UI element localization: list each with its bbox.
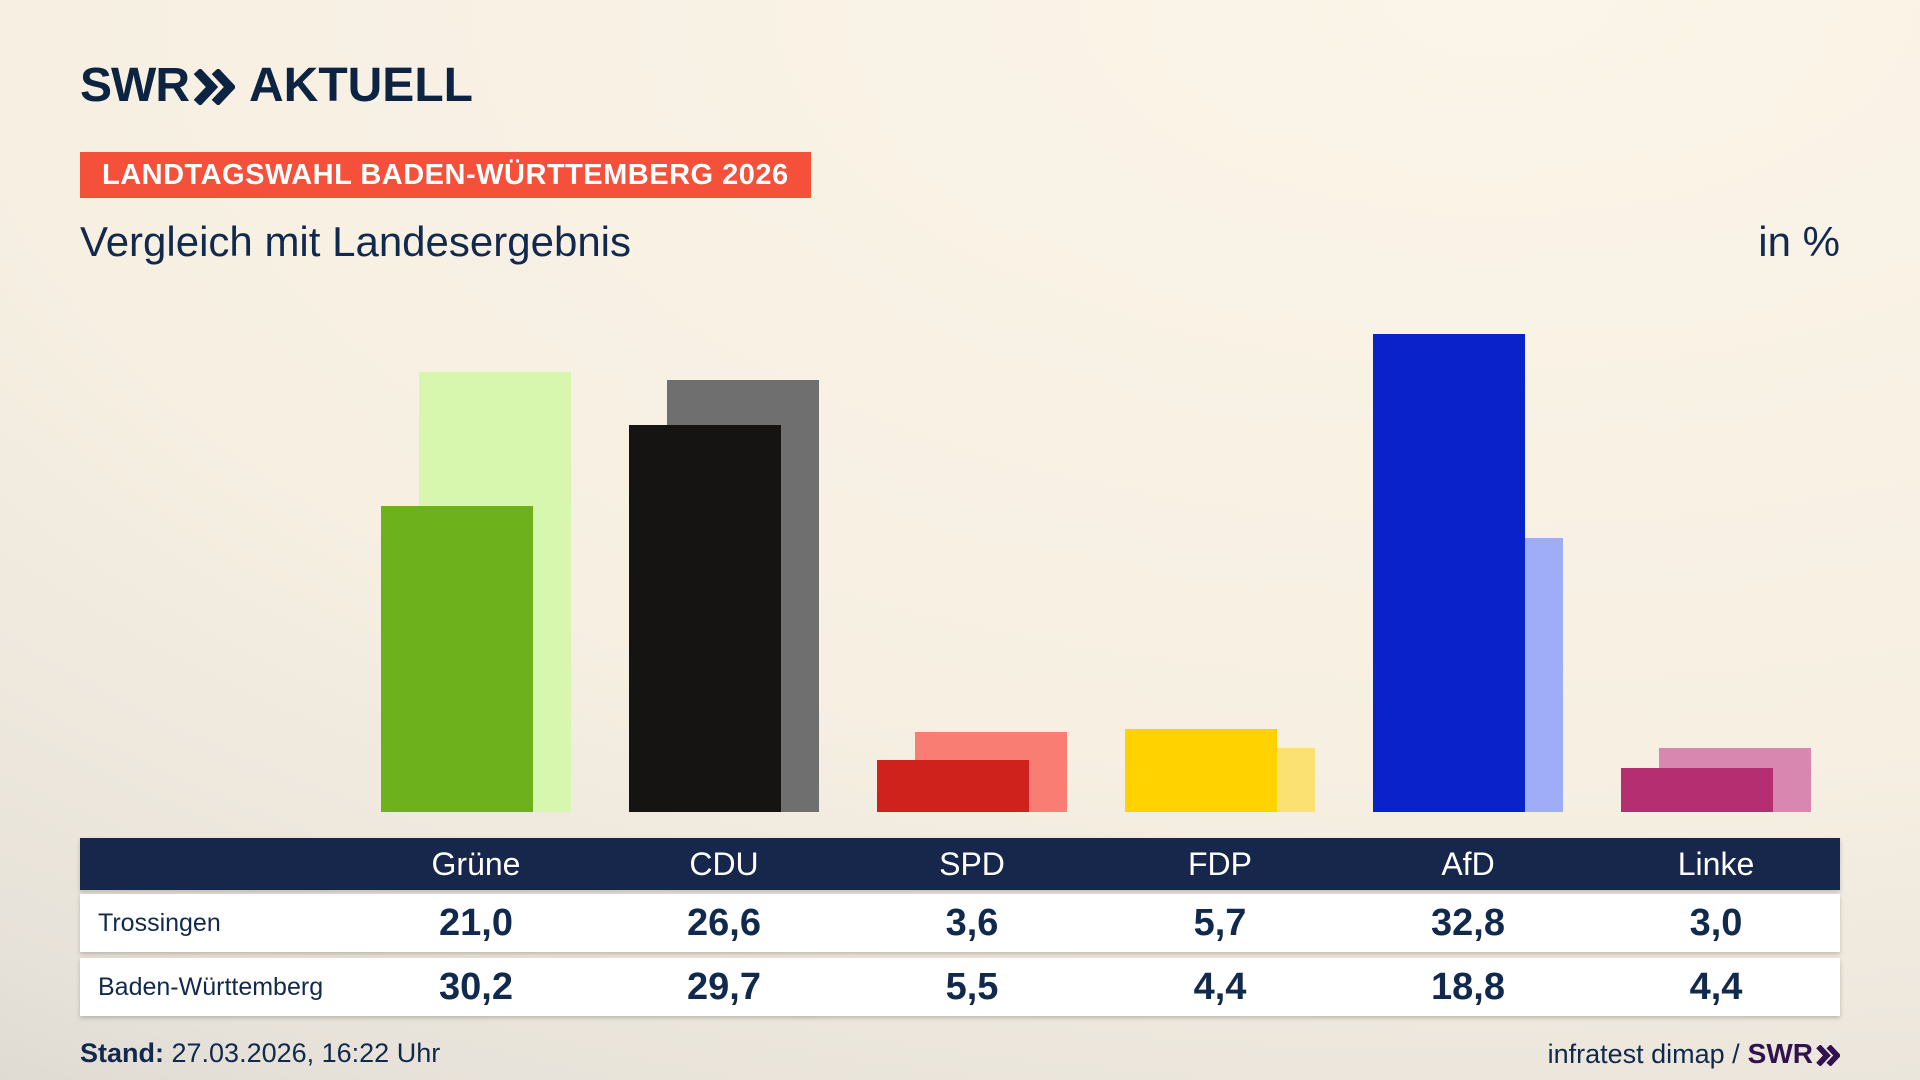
chart-group-fdp [1096,312,1344,812]
aktuell-logo-text: AKTUELL [248,59,473,112]
bar-trossingen-fdp [1125,729,1277,812]
stand-label: Stand: [80,1038,164,1068]
column-header-afd: AfD [1441,845,1495,882]
value-bw-spd: 5,5 [945,965,999,1008]
bar-group [1373,312,1563,812]
timestamp: Stand: 27.03.2026, 16:22 Uhr [80,1038,440,1069]
bar-trossingen-cdu [629,425,781,812]
column-header-linke: Linke [1677,845,1755,882]
chart-title: Vergleich mit Landesergebnis [80,218,632,265]
swr-footer-logo: SWR [1748,1038,1840,1070]
value-trossingen-gruene: 21,0 [439,901,513,944]
chart-left-spacer [80,312,352,812]
bar-trossingen-spd [877,760,1029,812]
table-row: Baden-Württemberg 30,2 29,7 5,5 4,4 18,8… [80,958,1840,1016]
chart-group-afd [1344,312,1592,812]
column-header-spd: SPD [939,845,1005,882]
column-header-cdu: CDU [689,845,759,882]
chart-group-gr-ne [352,312,600,812]
table-header-row: Grüne CDU SPD FDP AfD Linke [80,838,1840,890]
bar-group [1125,312,1315,812]
bar-trossingen-gr-ne [381,506,533,812]
source-credit: infratest dimap / SWR [1548,1038,1840,1070]
bar-group [629,312,819,812]
value-bw-cdu: 29,7 [687,965,761,1008]
value-trossingen-fdp: 5,7 [1193,901,1247,944]
column-header-fdp: FDP [1188,845,1252,882]
election-badge: LANDTAGSWAHL BADEN-WÜRTTEMBERG 2026 [80,152,811,198]
value-trossingen-spd: 3,6 [945,901,999,944]
swr-footer-logo-text: SWR [1747,1038,1813,1069]
swr-aktuell-logo: SWR AKTUELL [80,58,473,113]
double-chevron-icon [1816,1044,1840,1066]
swr-logo-text: SWR [80,59,190,112]
value-trossingen-afd: 32,8 [1431,901,1505,944]
column-header-gruene: Grüne [431,845,521,882]
bar-group [1621,312,1811,812]
row-label-trossingen: Trossingen [98,908,221,937]
bar-group [381,312,571,812]
value-bw-fdp: 4,4 [1193,965,1247,1008]
double-chevron-icon [193,68,235,105]
bar-trossingen-linke [1621,768,1773,812]
value-bw-gruene: 30,2 [439,965,513,1008]
unit-label: in % [1758,218,1840,265]
chart-group-cdu [600,312,848,812]
bar-trossingen-afd [1373,334,1525,812]
row-label-baden-wuerttemberg: Baden-Württemberg [98,972,324,1001]
chart-group-spd [848,312,1096,812]
chart-group-linke [1592,312,1840,812]
bar-chart [80,312,1840,812]
value-trossingen-linke: 3,0 [1689,901,1743,944]
value-bw-afd: 18,8 [1431,965,1505,1008]
bar-group [877,312,1067,812]
source-text: infratest dimap / [1547,1038,1740,1069]
stand-value: 27.03.2026, 16:22 Uhr [164,1038,441,1068]
table-row: Trossingen 21,0 26,6 3,6 5,7 32,8 3,0 [80,894,1840,952]
value-bw-linke: 4,4 [1689,965,1743,1008]
value-trossingen-cdu: 26,6 [687,901,761,944]
